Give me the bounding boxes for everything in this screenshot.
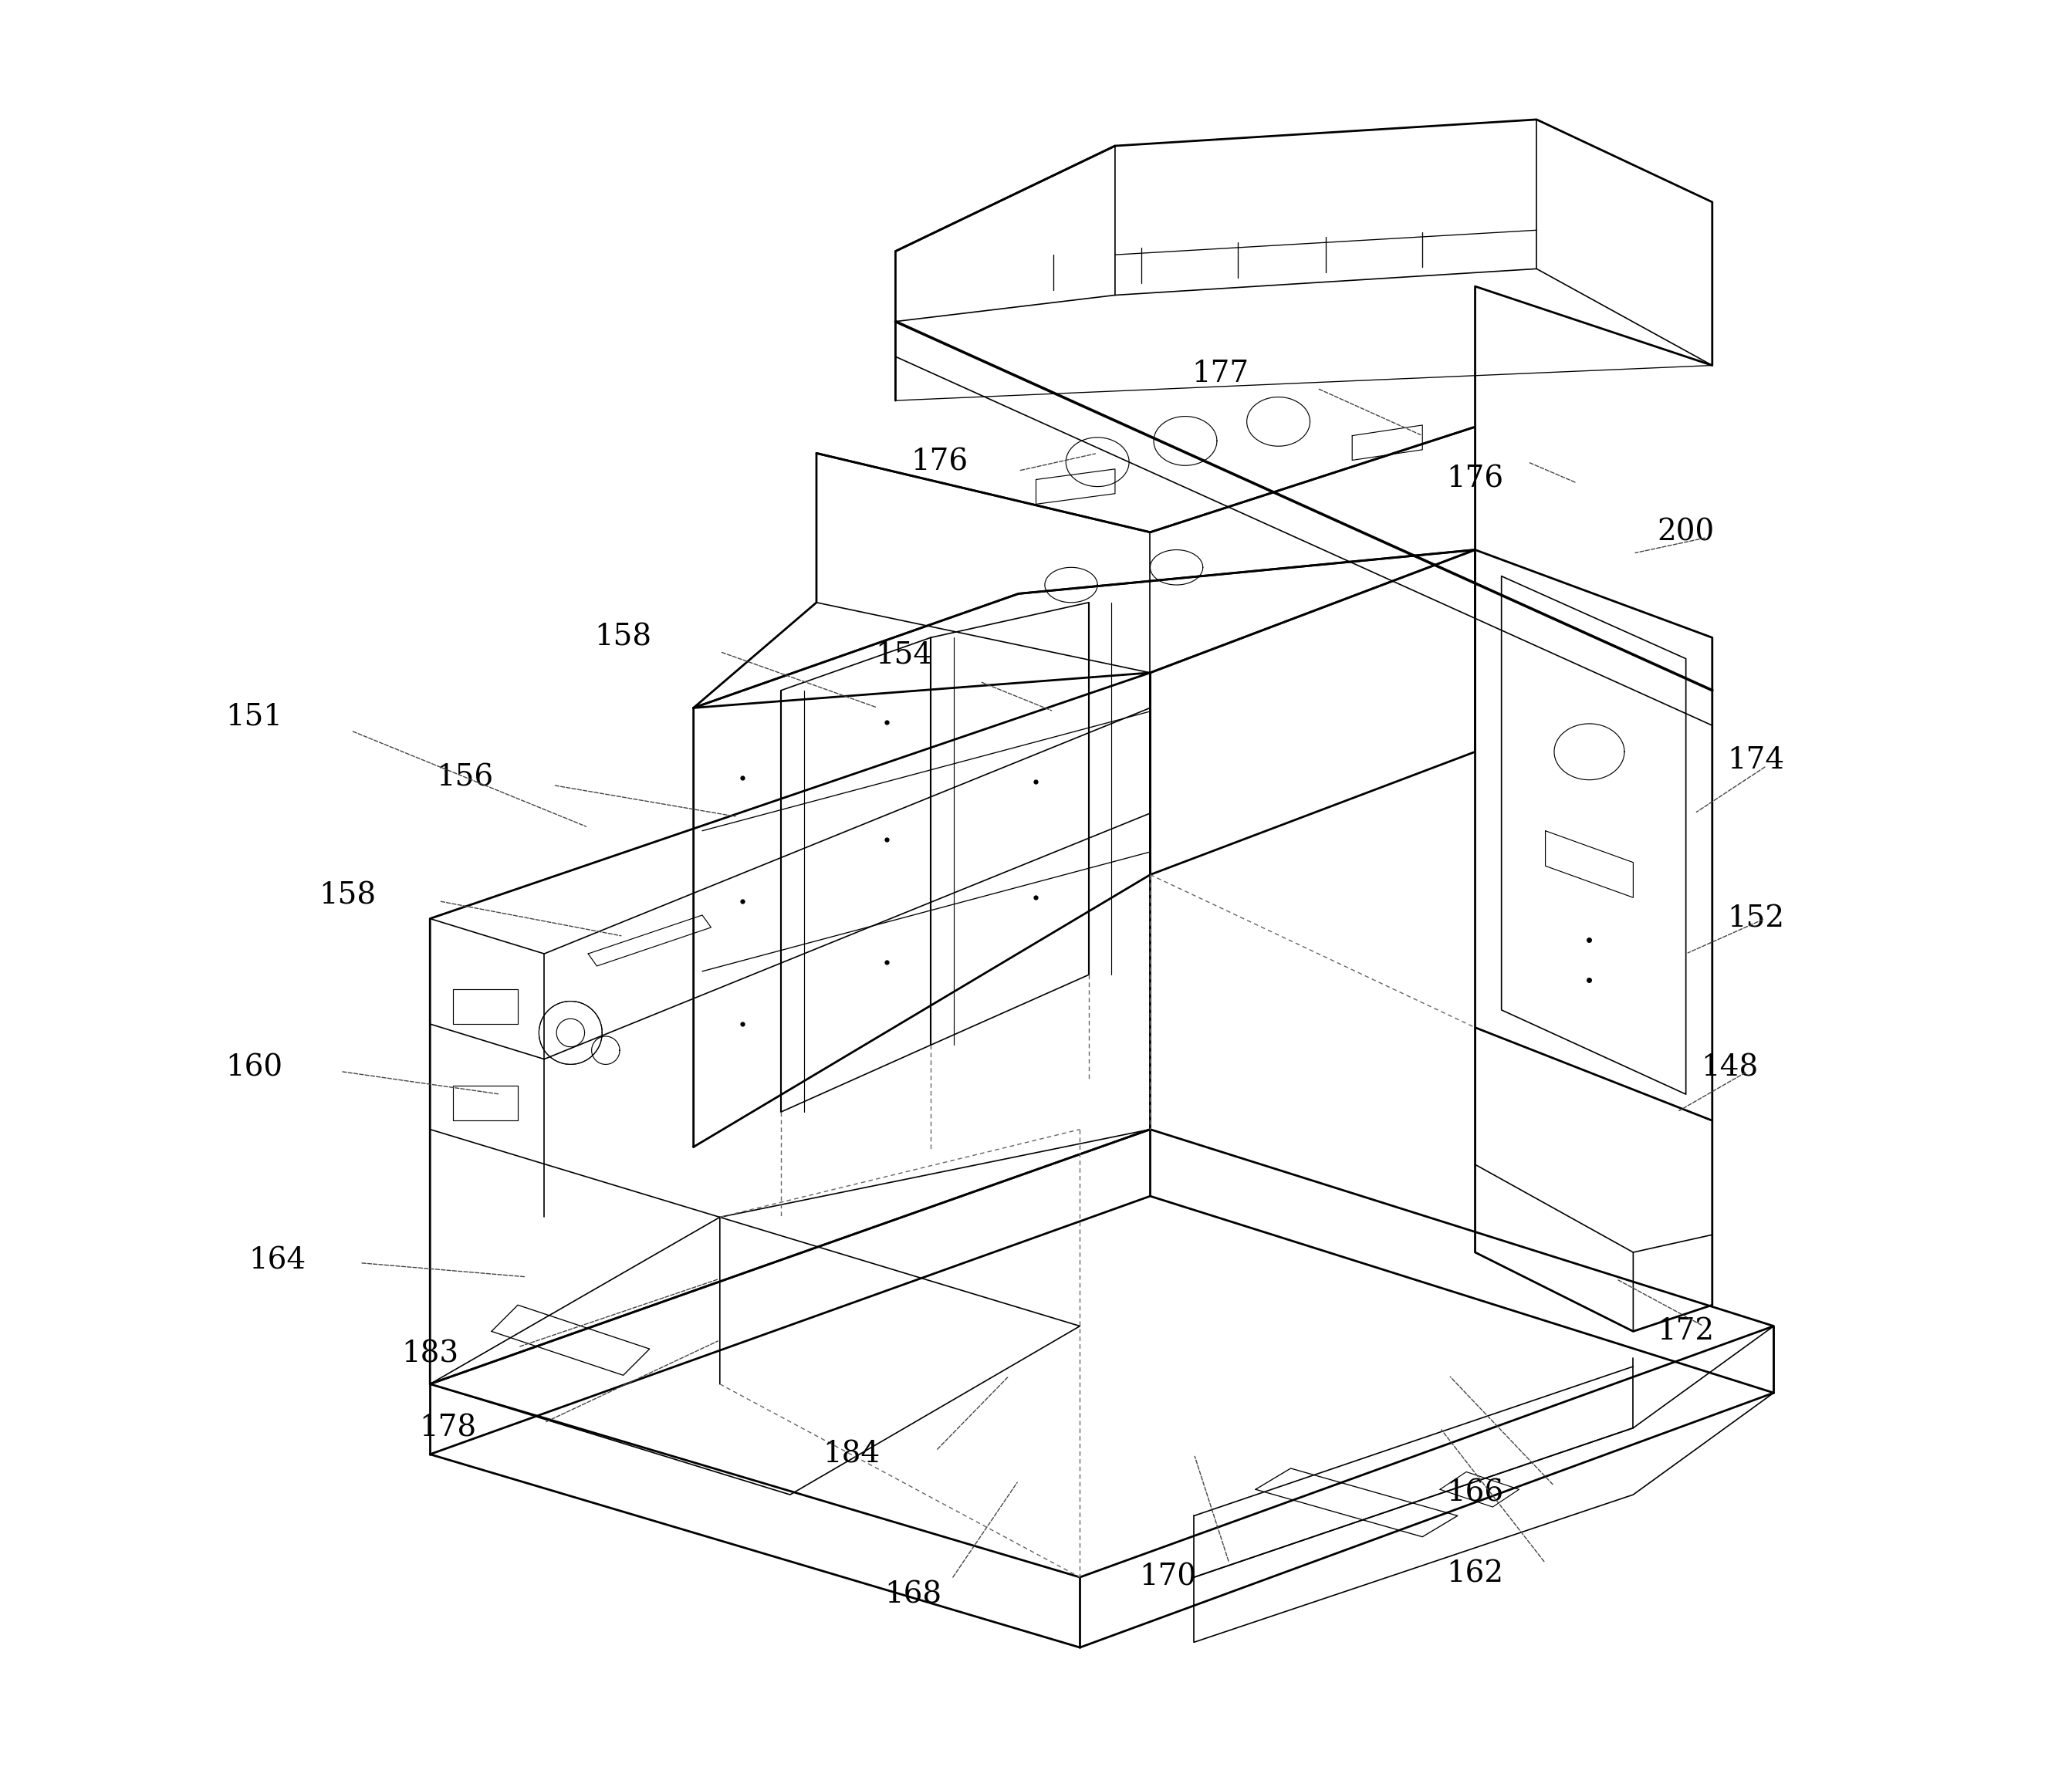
- Text: 160: 160: [226, 1053, 284, 1081]
- Text: 158: 158: [595, 624, 653, 652]
- Text: 172: 172: [1658, 1316, 1714, 1346]
- Text: 177: 177: [1191, 360, 1249, 389]
- Text: 156: 156: [437, 763, 493, 792]
- Text: 154: 154: [876, 641, 932, 670]
- Text: 162: 162: [1446, 1560, 1504, 1589]
- Text: 174: 174: [1728, 746, 1784, 776]
- Text: 170: 170: [1140, 1564, 1196, 1592]
- Text: 178: 178: [419, 1414, 477, 1442]
- Text: 176: 176: [912, 447, 968, 477]
- Text: 152: 152: [1728, 905, 1784, 933]
- Text: 151: 151: [226, 701, 284, 732]
- Text: 166: 166: [1446, 1479, 1504, 1507]
- Text: 200: 200: [1658, 518, 1714, 546]
- Text: 176: 176: [1446, 465, 1504, 493]
- Text: 148: 148: [1701, 1053, 1759, 1081]
- Text: 184: 184: [823, 1440, 881, 1468]
- Text: 183: 183: [402, 1339, 458, 1368]
- Text: 158: 158: [319, 882, 375, 910]
- Text: 168: 168: [885, 1580, 941, 1610]
- Text: 164: 164: [249, 1248, 307, 1276]
